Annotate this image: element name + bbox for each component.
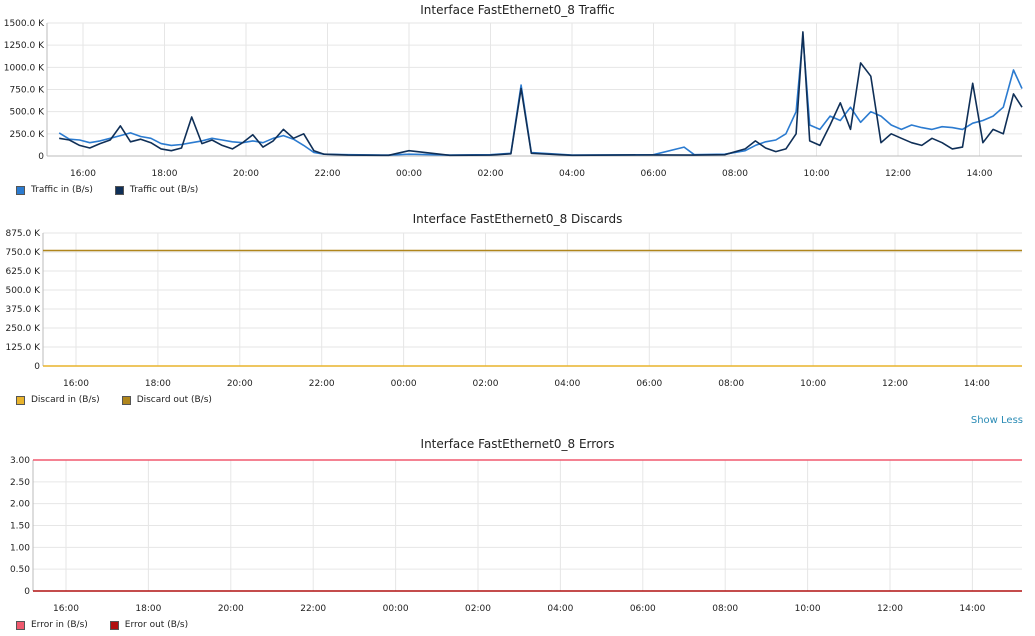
x-tick-label: 16:00 bbox=[63, 379, 89, 389]
y-tick-label: 750.0 K bbox=[9, 86, 45, 96]
x-tick-label: 16:00 bbox=[70, 169, 96, 179]
y-tick-label: 625.0 K bbox=[5, 267, 41, 277]
x-tick-label: 08:00 bbox=[712, 604, 738, 614]
x-tick-label: 20:00 bbox=[227, 379, 253, 389]
x-tick-label: 10:00 bbox=[804, 169, 830, 179]
x-tick-label: 14:00 bbox=[967, 169, 993, 179]
y-tick-label: 250.0 K bbox=[5, 324, 41, 334]
y-tick-label: 500.0 K bbox=[5, 286, 41, 296]
x-tick-label: 10:00 bbox=[795, 604, 821, 614]
x-tick-label: 18:00 bbox=[152, 169, 178, 179]
legend-discard-in[interactable]: Discard in (B/s) bbox=[16, 395, 100, 405]
x-tick-label: 04:00 bbox=[559, 169, 585, 179]
x-tick-label: 12:00 bbox=[885, 169, 911, 179]
legend-label-discard-in: Discard in (B/s) bbox=[31, 395, 100, 405]
x-tick-label: 06:00 bbox=[641, 169, 667, 179]
x-tick-label: 08:00 bbox=[718, 379, 744, 389]
x-tick-label: 16:00 bbox=[53, 604, 79, 614]
x-tick-label: 00:00 bbox=[383, 604, 409, 614]
x-tick-label: 02:00 bbox=[473, 379, 499, 389]
errors-chart: 16:00 18:00 20:00 22:00 00:00 02:00 04:00 06:00… bbox=[10, 456, 1022, 614]
y-tick-label: 1000.0 K bbox=[4, 63, 45, 73]
y-tick-label: 3.00 bbox=[10, 456, 30, 466]
y-tick-label: 0 bbox=[24, 587, 30, 597]
y-tick-label: 2.50 bbox=[10, 478, 30, 488]
show-less-link[interactable]: Show Less bbox=[970, 415, 1023, 426]
x-tick-label: 20:00 bbox=[233, 169, 259, 179]
y-tick-label: 250.0 K bbox=[9, 130, 45, 140]
x-tick-label: 00:00 bbox=[396, 169, 422, 179]
traffic-legend: Traffic in (B/s) Traffic out (B/s) bbox=[16, 185, 198, 195]
traffic-chart-title: Interface FastEthernet0_8 Traffic bbox=[420, 3, 615, 17]
legend-error-in[interactable]: Error in (B/s) bbox=[16, 620, 88, 630]
legend-swatch-traffic-out bbox=[114, 185, 124, 195]
discards-chart: 16:00 18:00 20:00 22:00 00:00 02:00 04:00 06:00… bbox=[5, 229, 1022, 389]
discards-chart-title: Interface FastEthernet0_8 Discards bbox=[412, 212, 623, 226]
series-line-traffic-out-b-s bbox=[59, 31, 1023, 157]
x-tick-label: 14:00 bbox=[959, 604, 985, 614]
y-tick-label: 500.0 K bbox=[9, 108, 45, 118]
x-tick-label: 14:00 bbox=[964, 379, 990, 389]
y-tick-label: 2.00 bbox=[10, 500, 30, 510]
discards-legend: Discard in (B/s) Discard out (B/s) bbox=[16, 395, 212, 405]
x-tick-label: 02:00 bbox=[465, 604, 491, 614]
x-tick-label: 22:00 bbox=[309, 379, 335, 389]
y-tick-label: 375.0 K bbox=[5, 305, 41, 315]
x-tick-label: 04:00 bbox=[547, 604, 573, 614]
legend-traffic-in[interactable]: Traffic in (B/s) bbox=[16, 185, 93, 195]
x-tick-label: 18:00 bbox=[135, 604, 161, 614]
legend-label-discard-out: Discard out (B/s) bbox=[136, 395, 212, 405]
legend-swatch-error-in bbox=[16, 620, 25, 630]
traffic-chart: 16:00 18:00 20:00 22:00 00:00 02:00 04:00 06:00… bbox=[4, 19, 1023, 179]
x-tick-label: 22:00 bbox=[315, 169, 341, 179]
x-tick-label: 02:00 bbox=[478, 169, 504, 179]
legend-swatch-discard-out bbox=[121, 395, 131, 405]
legend-label-traffic-out: Traffic out (B/s) bbox=[129, 185, 199, 195]
x-tick-label: 04:00 bbox=[554, 379, 580, 389]
y-tick-label: 1.00 bbox=[10, 543, 30, 553]
legend-error-out[interactable]: Error out (B/s) bbox=[109, 620, 189, 630]
legend-swatch-discard-in bbox=[16, 395, 25, 405]
y-tick-label: 875.0 K bbox=[5, 229, 41, 239]
errors-chart-title: Interface FastEthernet0_8 Errors bbox=[420, 437, 615, 451]
legend-label-error-in: Error in (B/s) bbox=[31, 620, 88, 630]
y-tick-label: 0 bbox=[38, 152, 44, 162]
legend-label-error-out: Error out (B/s) bbox=[124, 620, 189, 630]
legend-label-traffic-in: Traffic in (B/s) bbox=[31, 185, 93, 195]
y-tick-label: 1250.0 K bbox=[4, 41, 45, 51]
x-tick-label: 18:00 bbox=[145, 379, 171, 389]
legend-swatch-traffic-in bbox=[16, 185, 25, 195]
y-tick-label: 0.50 bbox=[10, 565, 30, 575]
x-tick-label: 22:00 bbox=[300, 604, 326, 614]
x-tick-label: 06:00 bbox=[630, 604, 656, 614]
legend-swatch-error-out bbox=[109, 620, 119, 630]
errors-legend: Error in (B/s) Error out (B/s) bbox=[16, 620, 188, 630]
x-tick-label: 00:00 bbox=[391, 379, 417, 389]
legend-traffic-out[interactable]: Traffic out (B/s) bbox=[114, 185, 199, 195]
y-tick-label: 1.50 bbox=[10, 522, 30, 532]
y-tick-label: 750.0 K bbox=[5, 248, 41, 258]
y-tick-label: 0 bbox=[34, 362, 40, 372]
y-tick-label: 125.0 K bbox=[5, 343, 41, 353]
x-tick-label: 10:00 bbox=[800, 379, 826, 389]
legend-discard-out[interactable]: Discard out (B/s) bbox=[121, 395, 212, 405]
x-tick-label: 20:00 bbox=[218, 604, 244, 614]
x-tick-label: 12:00 bbox=[877, 604, 903, 614]
x-tick-label: 12:00 bbox=[882, 379, 908, 389]
x-tick-label: 06:00 bbox=[636, 379, 662, 389]
y-tick-label: 1500.0 K bbox=[4, 19, 45, 29]
x-tick-label: 08:00 bbox=[722, 169, 748, 179]
